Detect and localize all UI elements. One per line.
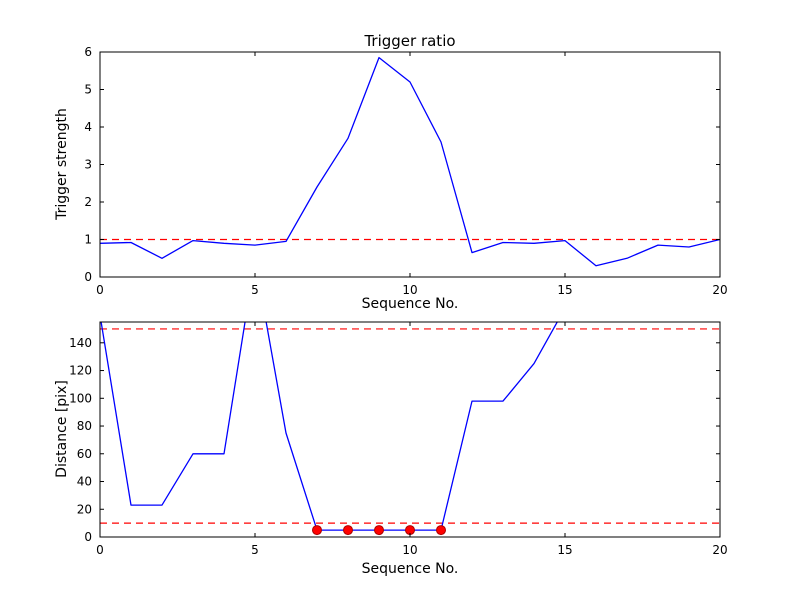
y-tick-label: 1	[84, 233, 92, 247]
y-tick-label: 5	[84, 83, 92, 97]
y-tick-label: 120	[69, 364, 92, 378]
data-point-marker	[436, 525, 446, 536]
x-tick-label: 10	[402, 543, 417, 557]
y-tick-label: 6	[84, 45, 92, 59]
y-tick-label: 0	[84, 270, 92, 284]
x-tick-label: 20	[712, 543, 727, 557]
x-tick-label: 5	[251, 543, 259, 557]
x-tick-label: 0	[96, 543, 104, 557]
y-tick-label: 20	[77, 502, 92, 516]
y-tick-label: 60	[77, 447, 92, 461]
bottom-x-axis-label: Sequence No.	[361, 561, 459, 577]
data-point-marker	[374, 525, 384, 536]
distance-line	[100, 322, 558, 531]
x-tick-label: 15	[557, 283, 572, 297]
data-point-marker	[312, 525, 322, 536]
y-tick-label: 0	[84, 530, 92, 544]
x-tick-label: 20	[712, 283, 727, 297]
y-tick-label: 100	[69, 391, 92, 405]
x-tick-label: 15	[557, 543, 572, 557]
axes-border	[99, 321, 721, 538]
x-tick-label: 0	[96, 283, 104, 297]
plot-title: Trigger ratio	[364, 32, 456, 50]
top-y-axis-label: Trigger strength	[54, 108, 70, 220]
y-tick-label: 80	[77, 419, 92, 433]
y-tick-label: 4	[84, 120, 92, 134]
top-x-axis-label: Sequence No.	[361, 296, 459, 312]
bottom-y-axis-label: Distance [pix]	[54, 380, 70, 478]
plot-area-0	[100, 56, 720, 267]
y-tick-label: 3	[84, 158, 92, 172]
plot-area-1	[100, 322, 720, 536]
x-tick-label: 10	[402, 283, 417, 297]
y-tick-label: 140	[69, 336, 92, 350]
x-tick-label: 5	[251, 283, 259, 297]
data-point-marker	[343, 525, 353, 536]
y-tick-label: 40	[77, 475, 92, 489]
axes-border	[99, 51, 721, 278]
y-tick-label: 2	[84, 195, 92, 209]
trigger-strength-line	[100, 56, 720, 267]
